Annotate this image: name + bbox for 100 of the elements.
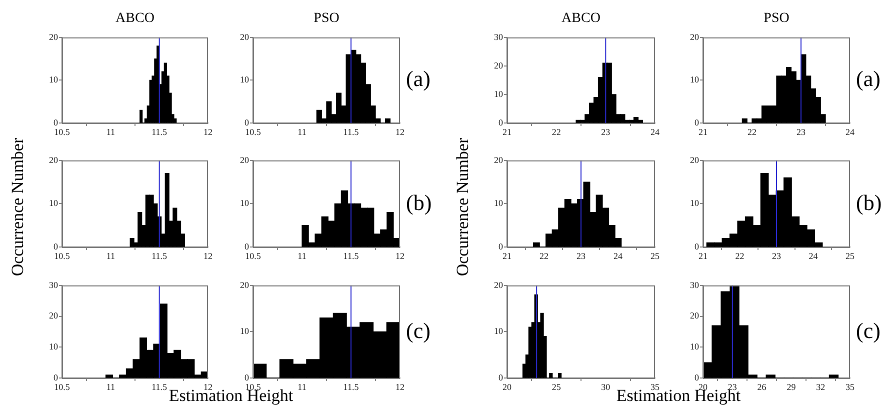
y-tick-label: 10 (494, 326, 504, 336)
x-tick-label: 25 (650, 250, 660, 261)
x-tick-label: 22 (735, 250, 744, 261)
y-tick-label: 10 (690, 341, 700, 352)
x-tick-label: 35 (650, 382, 660, 392)
x-tick-label: 21 (502, 250, 512, 261)
y-tick-label: 20 (49, 154, 58, 165)
x-tick-label: 12 (396, 126, 404, 137)
y-tick-label: 20 (690, 310, 700, 321)
y-tick-label: 0 (244, 372, 250, 382)
y-tick-label: 0 (694, 372, 700, 382)
y-tick-label: 0 (54, 241, 58, 252)
y-tick-label: 10 (49, 198, 58, 208)
y-tick-label: 20 (494, 154, 504, 165)
x-tick-label: 11 (106, 382, 116, 392)
y-axis-title: Occurrence Number (8, 137, 28, 276)
x-tick-label: 10.5 (245, 250, 262, 261)
y-tick-label: 0 (498, 117, 504, 128)
text: (c) (406, 318, 430, 344)
chart-title: PSO (764, 11, 790, 27)
x-tick-label: 23 (576, 250, 586, 261)
y-tick-label: 20 (49, 32, 58, 42)
text: (b) (406, 190, 432, 216)
text: (a) (856, 66, 880, 92)
y-tick-label: 10 (240, 74, 250, 85)
x-tick-label: 23 (796, 126, 806, 137)
y-tick-label: 0 (244, 241, 250, 252)
x-tick-label: 21 (698, 250, 708, 261)
y-tick-label: 10 (494, 198, 504, 208)
y-tick-label: 20 (240, 154, 250, 165)
y-tick-label: 0 (694, 241, 700, 252)
y-tick-label: 20 (494, 60, 504, 70)
x-tick-label: 25 (846, 250, 855, 261)
x-tick-label: 10.5 (245, 126, 262, 137)
x-tick-label: 10.5 (54, 126, 70, 137)
y-axis-title: Occurrence Number (453, 137, 473, 276)
x-tick-label: 21 (698, 126, 708, 137)
x-tick-label: 11.5 (152, 126, 168, 137)
x-tick-label: 29 (786, 382, 796, 392)
x-tick-label: 24 (650, 126, 660, 137)
text: (c) (856, 318, 880, 344)
x-tick-label: 11.5 (152, 382, 168, 392)
x-tick-label: 24 (846, 126, 855, 137)
y-tick-label: 10 (240, 326, 250, 336)
x-tick-label: 12 (396, 250, 404, 261)
x-tick-label: 11 (106, 126, 116, 137)
x-tick-label: 11.5 (343, 250, 360, 261)
chart-title: ABCO (562, 11, 600, 27)
x-tick-label: 11.5 (152, 250, 168, 261)
x-tick-label: 32 (816, 382, 826, 392)
x-tick-label: 11 (298, 250, 306, 261)
y-tick-label: 20 (240, 280, 250, 290)
chart-title: PSO (314, 11, 340, 27)
y-tick-label: 10 (49, 341, 58, 352)
x-tick-label: 25 (552, 382, 562, 392)
text: (a) (406, 66, 430, 92)
x-tick-label: 11 (106, 250, 116, 261)
y-tick-label: 20 (240, 32, 250, 42)
x-tick-label: 12 (396, 382, 404, 392)
y-tick-label: 10 (49, 74, 58, 85)
y-tick-label: 20 (49, 310, 58, 321)
y-tick-label: 20 (494, 280, 504, 290)
y-tick-label: 10 (690, 198, 700, 208)
y-tick-label: 10 (494, 88, 504, 99)
x-tick-label: 22 (748, 126, 756, 137)
y-tick-label: 30 (49, 280, 58, 290)
x-tick-label: 11.5 (343, 126, 360, 137)
x-tick-label: 26 (757, 382, 767, 392)
x-tick-label: 10.5 (245, 382, 262, 392)
x-tick-label: 24 (614, 250, 623, 261)
x-tick-label: 11 (298, 382, 306, 392)
x-tick-label: 11.5 (343, 382, 360, 392)
y-tick-label: 0 (498, 241, 504, 252)
y-tick-label: 10 (240, 198, 250, 208)
x-tick-label: 12 (204, 250, 212, 261)
y-tick-label: 0 (244, 117, 250, 128)
y-tick-label: 0 (498, 372, 504, 382)
x-tick-label: 10.5 (54, 250, 70, 261)
x-tick-label: 23 (601, 126, 611, 137)
y-tick-label: 0 (694, 117, 700, 128)
x-tick-label: 22 (552, 126, 561, 137)
x-tick-label: 21 (502, 126, 512, 137)
y-tick-label: 20 (690, 154, 700, 165)
x-tick-label: 10.5 (54, 382, 70, 392)
y-tick-label: 20 (690, 32, 700, 42)
x-tick-label: 12 (204, 382, 212, 392)
y-tick-label: 30 (690, 280, 700, 290)
x-tick-label: 22 (540, 250, 548, 261)
y-tick-label: 30 (494, 32, 504, 42)
y-tick-label: 10 (690, 74, 700, 85)
y-tick-label: 0 (54, 117, 58, 128)
x-tick-label: 30 (601, 382, 611, 392)
x-tick-label: 23 (772, 250, 782, 261)
text: (b) (856, 190, 882, 216)
x-tick-label: 35 (846, 382, 855, 392)
y-tick-label: 0 (54, 372, 58, 382)
x-tick-label: 12 (204, 126, 212, 137)
x-tick-label: 11 (298, 126, 306, 137)
chart-title: ABCO (116, 11, 154, 27)
x-tick-label: 24 (808, 250, 818, 261)
